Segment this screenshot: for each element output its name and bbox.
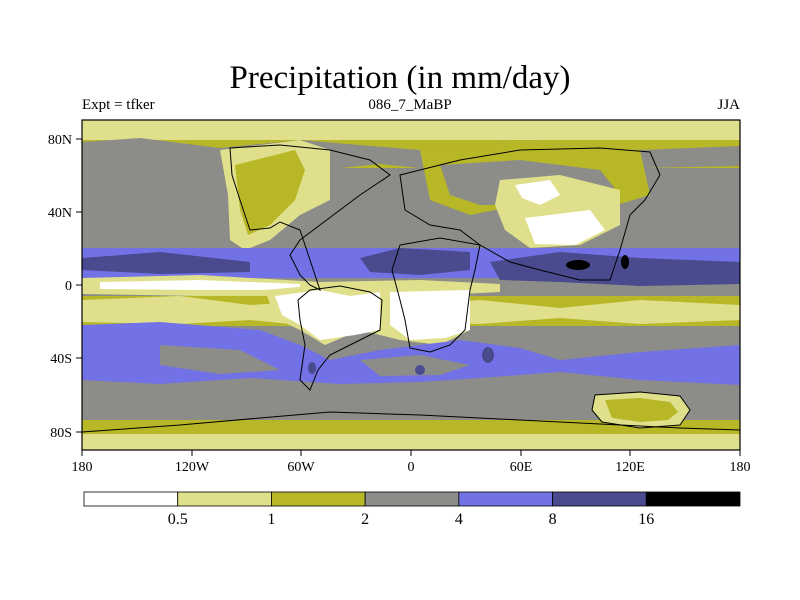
field-extreme-1 — [566, 260, 590, 270]
field-antarctic-lowmid — [82, 420, 740, 436]
field-samerica-verylow — [275, 290, 380, 340]
field-asia-verylow-1 — [515, 180, 560, 205]
y-tick-label: 40S — [50, 352, 72, 367]
field-south-gray-2 — [360, 355, 470, 376]
x-tick-label: 120E — [615, 460, 645, 475]
outline-antarctica — [82, 411, 740, 433]
field-south-veryhigh-3 — [308, 362, 316, 374]
field-pacific-veryhigh — [82, 252, 250, 274]
field-south-veryhigh-2 — [415, 365, 425, 375]
outline-north-america — [229, 144, 391, 291]
y-tick-label: 80N — [48, 133, 72, 148]
tick-marks — [76, 138, 741, 456]
legend-label: 2 — [361, 511, 369, 528]
x-tick-label: 0 — [408, 460, 415, 475]
legend-label: 16 — [638, 511, 654, 528]
x-tick-label: 60W — [287, 460, 315, 475]
legend-label: 0.5 — [168, 511, 188, 528]
legend-swatch — [83, 491, 179, 507]
continent-outlines — [82, 144, 740, 433]
outline-south-america — [297, 285, 383, 391]
field-equator-verylow — [100, 280, 300, 290]
field-arctic-low — [82, 120, 740, 142]
x-tick-label: 180 — [72, 460, 93, 475]
field-asia-verylow-2 — [525, 210, 605, 245]
precipitation-field — [82, 120, 740, 450]
field-australia-lowmid — [605, 398, 678, 422]
field-antarctic-low — [82, 434, 740, 450]
field-extreme-2 — [621, 255, 629, 269]
x-tick-label: 120W — [175, 460, 210, 475]
experiment-label: Expt = tfker — [82, 97, 155, 113]
legend-swatch — [458, 491, 553, 507]
field-namerica-lowmid — [235, 150, 305, 235]
legend-colorbar: 0.5 1 2 4 8 16 — [83, 491, 741, 528]
outline-eurasia — [399, 147, 661, 281]
legend-label: 8 — [549, 511, 557, 528]
field-south-gray-1 — [160, 345, 280, 374]
y-tick-label: 40N — [48, 206, 72, 221]
legend-swatch — [552, 491, 647, 507]
legend-swatch — [271, 491, 366, 507]
period-label: 086_7_MaBP — [368, 97, 452, 113]
y-tick-label: 0 — [65, 279, 72, 294]
season-label: JJA — [717, 97, 740, 113]
outline-australia — [591, 391, 691, 429]
legend-label: 1 — [267, 511, 275, 528]
field-asia-veryhigh — [490, 252, 740, 286]
field-africa-veryhigh — [360, 248, 470, 275]
y-tick-label: 80S — [50, 426, 72, 441]
legend-swatch — [177, 491, 272, 507]
x-tick-label: 60E — [510, 460, 533, 475]
legend-swatch — [645, 491, 741, 507]
x-tick-label: 180 — [730, 460, 751, 475]
map-title: Precipitation (in mm/day) — [229, 60, 571, 96]
field-africa-verylow — [390, 290, 470, 340]
legend-swatch — [364, 491, 460, 507]
legend-label: 4 — [455, 511, 463, 528]
field-south-veryhigh-1 — [482, 347, 494, 363]
